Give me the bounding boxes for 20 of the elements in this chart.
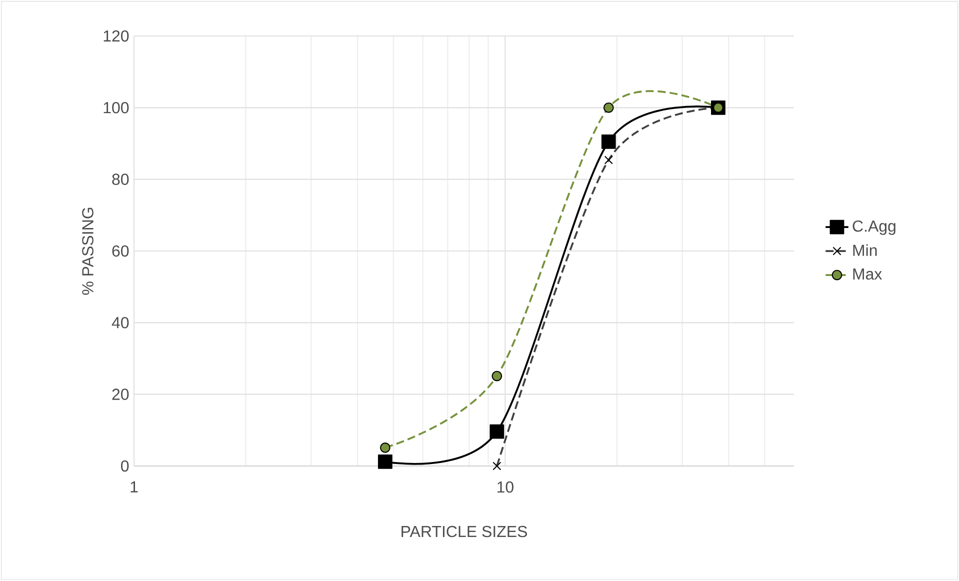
y-tick-label: 20 xyxy=(112,388,129,400)
y-tick-label: 80 xyxy=(112,174,129,185)
legend-label: Min xyxy=(853,244,877,256)
y-tick-label: 100 xyxy=(104,102,129,114)
y-tick-label: 40 xyxy=(112,316,129,328)
point xyxy=(603,102,614,113)
point xyxy=(601,134,616,149)
x-tick-label: 1 xyxy=(130,481,138,492)
y-axis-title: % PASSING xyxy=(82,208,94,295)
y-tick-label: 60 xyxy=(112,245,129,257)
legend-label: C.Agg xyxy=(852,220,896,235)
y-tick-label: 120 xyxy=(104,30,129,42)
point xyxy=(380,442,390,453)
point xyxy=(492,370,502,382)
x-tick-label: 10 xyxy=(497,481,514,493)
legend-label: Max xyxy=(853,268,882,280)
point xyxy=(490,424,504,439)
y-tick-label: 0 xyxy=(121,460,129,472)
x-axis-title: PARTICLE SIZES xyxy=(402,526,527,538)
point xyxy=(378,454,392,469)
